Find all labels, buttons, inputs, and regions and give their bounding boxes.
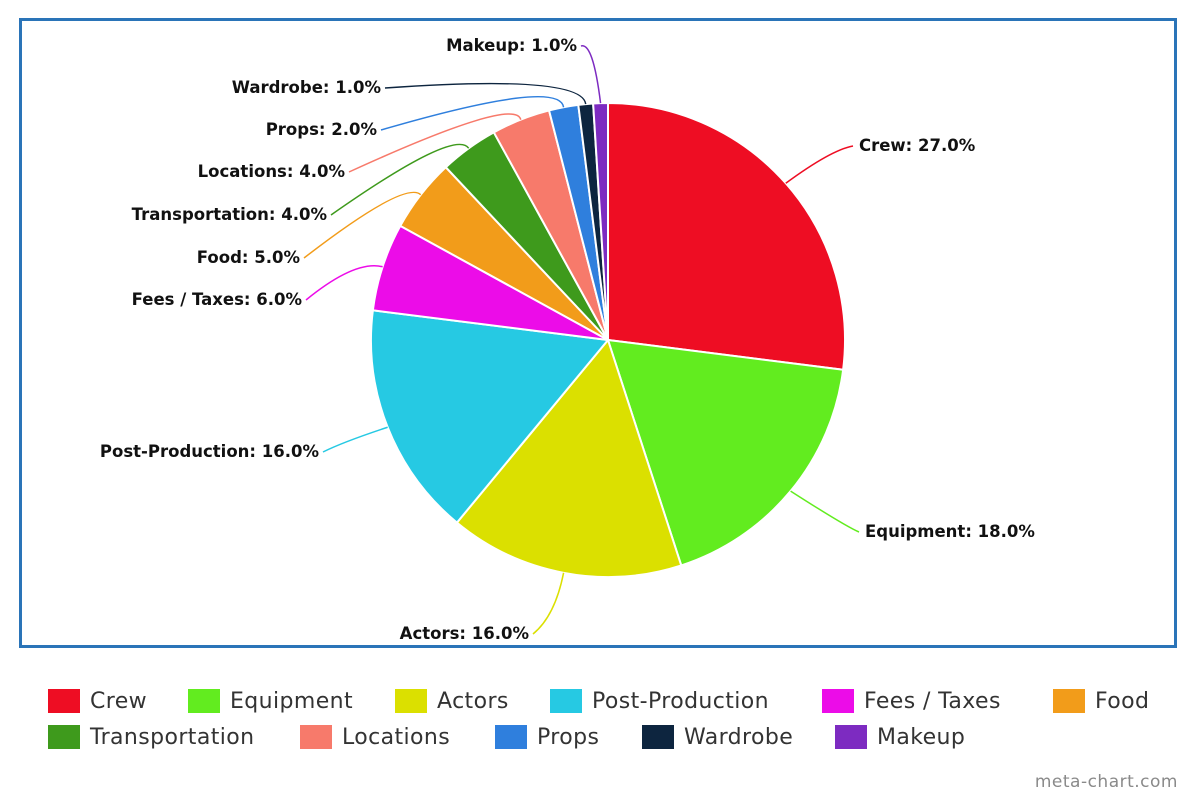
slice-label: Equipment: 18.0%	[865, 522, 1035, 541]
legend-label: Food	[1095, 688, 1150, 714]
legend-swatch	[550, 689, 582, 713]
leader-line	[380, 96, 565, 131]
slice-label: Fees / Taxes: 6.0%	[132, 290, 303, 309]
leader-line	[348, 113, 522, 173]
legend-swatch	[48, 725, 80, 749]
legend-label: Equipment	[230, 688, 354, 714]
pie-chart: Crew: 27.0% Equipment: 18.0% Actors: 16.0%…	[100, 36, 1035, 643]
leader-line	[305, 265, 383, 301]
pie-slice-crew	[607, 101, 846, 371]
legend-item[interactable]: Makeup	[835, 722, 965, 752]
legend-swatch	[1053, 689, 1085, 713]
leader-line	[322, 426, 388, 453]
legend-item[interactable]: Equipment	[188, 686, 353, 716]
legend-label: Wardrobe	[684, 724, 794, 750]
legend-item[interactable]: Post-Production	[550, 686, 769, 716]
legend-label: Makeup	[877, 724, 966, 750]
legend-item[interactable]: Fees / Taxes	[822, 686, 1001, 716]
pie-slices	[370, 101, 846, 578]
legend-label: Actors	[437, 688, 509, 714]
legend-swatch	[48, 689, 80, 713]
legend-label: Props	[537, 724, 600, 750]
slice-label: Crew: 27.0%	[859, 136, 976, 155]
legend-swatch	[495, 725, 527, 749]
label-leaders	[303, 45, 860, 635]
slice-label: Transportation: 4.0%	[132, 205, 328, 224]
pie-slice-post-production	[370, 309, 610, 525]
leader-line	[790, 490, 860, 533]
slice-label: Actors: 16.0%	[400, 624, 530, 643]
legend-swatch	[642, 725, 674, 749]
legend-item[interactable]: Locations	[300, 722, 450, 752]
legend-item[interactable]: Transportation	[48, 722, 254, 752]
legend-item[interactable]: Actors	[395, 686, 509, 716]
pie-slice-makeup	[592, 101, 609, 341]
pie-slice-actors	[455, 337, 683, 578]
legend-label: Locations	[342, 724, 451, 750]
slice-label: Makeup: 1.0%	[446, 36, 577, 55]
leader-line	[384, 82, 587, 105]
legend-item[interactable]: Wardrobe	[642, 722, 793, 752]
legend-row: Transportation Locations Props Wardrobe Make…	[48, 722, 1168, 752]
legend-label: Post-Production	[592, 688, 770, 714]
pie-slice-equipment	[606, 338, 845, 567]
legend-item[interactable]: Props	[495, 722, 599, 752]
leader-line	[580, 45, 602, 104]
legend-label: Transportation	[90, 724, 255, 750]
slice-labels: Crew: 27.0% Equipment: 18.0% Actors: 16.0%…	[100, 36, 1035, 643]
legend-label: Crew	[90, 688, 148, 714]
legend-row: Crew Equipment Actors Post-Production Fees /…	[48, 686, 1168, 716]
slice-label: Locations: 4.0%	[198, 162, 346, 181]
legend-swatch	[188, 689, 220, 713]
legend-swatch	[822, 689, 854, 713]
slice-label: Props: 2.0%	[266, 120, 378, 139]
legend-swatch	[300, 725, 332, 749]
legend-swatch	[395, 689, 427, 713]
slice-label: Food: 5.0%	[197, 248, 301, 267]
legend-label: Fees / Taxes	[864, 688, 1001, 714]
leader-line	[330, 143, 470, 216]
legend-swatch	[835, 725, 867, 749]
leader-line	[532, 572, 565, 635]
legend-item[interactable]: Crew	[48, 686, 147, 716]
slice-label: Post-Production: 16.0%	[100, 442, 320, 461]
watermark: meta-chart.com	[1034, 772, 1178, 792]
leader-line	[785, 145, 854, 184]
slice-label: Wardrobe: 1.0%	[232, 78, 382, 97]
legend-item[interactable]: Food	[1053, 686, 1149, 716]
leader-line	[303, 191, 422, 259]
